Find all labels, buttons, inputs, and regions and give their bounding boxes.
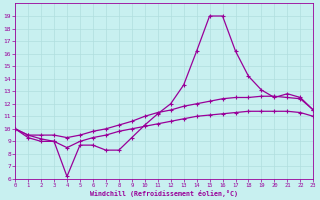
X-axis label: Windchill (Refroidissement éolien,°C): Windchill (Refroidissement éolien,°C) bbox=[90, 190, 238, 197]
